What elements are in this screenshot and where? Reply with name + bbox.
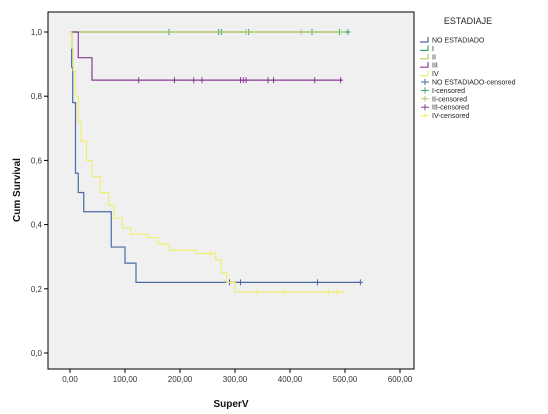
legend-label: NO ESTADIADO	[432, 38, 485, 45]
censor-mark	[357, 279, 363, 286]
censor-mark	[243, 77, 249, 84]
censor-mark	[136, 77, 142, 84]
y-tick-label: 1,0	[31, 28, 43, 37]
x-tick-label: 400,00	[278, 375, 303, 384]
censor-mark	[326, 289, 331, 296]
legend-title: ESTADIAJE	[444, 16, 492, 26]
legend-label: III	[432, 63, 438, 70]
censor-mark	[345, 29, 351, 35]
y-tick-label: 0,2	[31, 285, 43, 294]
censor-mark	[338, 77, 344, 84]
legend-swatch-line	[420, 62, 429, 68]
x-tick-label: 300,00	[223, 375, 248, 384]
legend-label: NO ESTADIADO-censored	[432, 80, 516, 87]
legend-entry: NO ESTADIADO	[420, 37, 485, 45]
legend-label: IV	[432, 71, 439, 78]
survival-line-3	[70, 31, 343, 81]
legend-swatch-line	[420, 37, 429, 43]
censor-mark	[199, 77, 205, 84]
y-axis-title: Cum Survival	[12, 158, 23, 222]
legend-label: II	[432, 54, 436, 61]
legend-swatch-line	[420, 70, 429, 77]
censor-mark	[265, 77, 271, 84]
censor-mark	[315, 279, 320, 286]
y-tick-label: 0,4	[31, 221, 43, 230]
legend-entry: NO ESTADIADO-censored	[421, 79, 516, 87]
legend-entry: II	[420, 53, 436, 61]
legend-entry: IV-censored	[421, 112, 469, 120]
censor-mark	[254, 289, 260, 296]
censor-mark	[334, 289, 340, 296]
x-tick-label: 600,00	[388, 375, 413, 384]
plot-area	[47, 11, 415, 370]
censor-mark	[207, 250, 213, 257]
legend-entry: I-censored	[421, 87, 465, 95]
legend-swatch-line	[420, 45, 429, 51]
series-layer	[70, 29, 363, 296]
legend-entry: II-censored	[421, 95, 467, 103]
censor-mark	[271, 77, 276, 84]
y-tick-label: 0,0	[31, 349, 43, 358]
x-tick-label: 0,00	[62, 375, 78, 384]
x-tick-label: 100,00	[113, 375, 138, 384]
censor-mark	[282, 289, 287, 296]
x-axis-title: SuperV	[213, 399, 248, 410]
survival-line-4	[70, 31, 345, 293]
censor-mark	[298, 29, 304, 35]
legend-entry: I	[420, 45, 434, 53]
legend-entry: III-censored	[421, 104, 469, 112]
censor-mark	[191, 77, 197, 84]
censor-mark	[172, 77, 177, 84]
legend-entry: IV	[420, 70, 439, 78]
legend-label: II-censored	[432, 96, 467, 103]
y-tick-label: 0,8	[31, 92, 43, 101]
legend-entry: III	[420, 62, 438, 70]
legend-label: I	[432, 46, 434, 53]
legend-swatch-line	[420, 53, 429, 60]
y-tick-label: 0,6	[31, 156, 43, 165]
censor-mark	[312, 77, 318, 84]
legend-label: III-censored	[432, 105, 469, 112]
x-tick-label: 500,00	[333, 375, 358, 384]
axes-layer: 0,00 100,00 200,00 300,00 400,00 500,00 600,00…	[31, 28, 413, 384]
survival-line-0	[70, 31, 362, 283]
censor-mark	[243, 29, 249, 35]
legend-label: IV-censored	[432, 113, 469, 120]
legend-label: I-censored	[432, 88, 465, 95]
x-tick-label: 200,00	[168, 375, 193, 384]
censor-mark	[238, 279, 243, 286]
